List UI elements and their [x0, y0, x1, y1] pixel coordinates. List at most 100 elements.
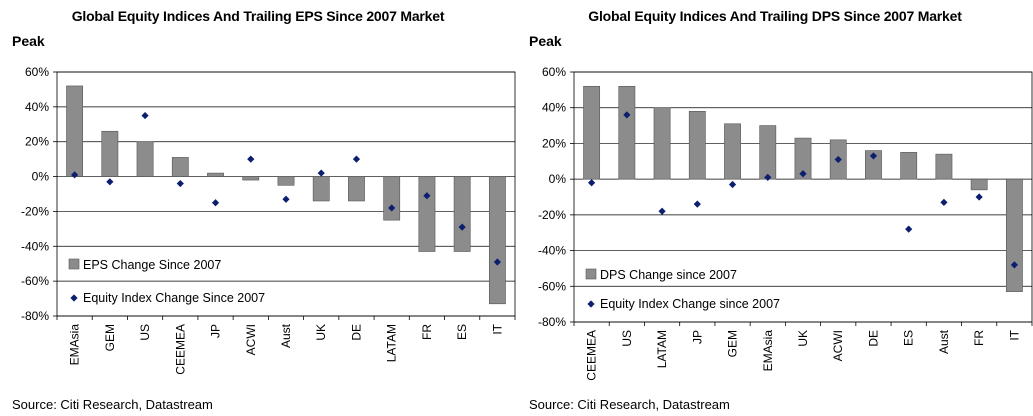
marker-point: [317, 169, 325, 177]
marker-point: [282, 195, 290, 203]
chart-title: Global Equity Indices And Trailing EPS S…: [71, 8, 445, 24]
y-tick-label: 0%: [549, 172, 567, 186]
marker-point: [588, 179, 596, 187]
eps-chart-panel: Global Equity Indices And Trailing EPS S…: [0, 0, 516, 416]
marker-point: [423, 192, 431, 200]
eps-chart-svg: 60% 40% 20% 0% -20% -40% -60% -80% EMAsia GEM US CE…: [21, 65, 516, 375]
chart-title-continued: Peak: [12, 33, 45, 49]
x-category-label: LATAM: [655, 330, 669, 368]
x-category-label: CEEMEA: [173, 324, 187, 375]
legend-marker-swatch: [587, 300, 595, 308]
bar: [794, 137, 812, 180]
legend-label-markers: Equity Index Change since 2007: [600, 297, 780, 311]
x-category-label: Aust: [937, 329, 951, 354]
y-tick-label: 20%: [25, 135, 49, 149]
plot-area: [56, 71, 516, 317]
x-category-label: UK: [796, 330, 810, 347]
bar: [348, 176, 365, 202]
x-category-label: CEEMEA: [585, 330, 599, 381]
legend-bar-swatch: [585, 268, 597, 280]
marker-point: [728, 180, 737, 189]
y-tick-label: 20%: [542, 136, 566, 150]
chart-source: Source: Citi Research, Datastream: [12, 397, 213, 412]
marker-point: [658, 207, 666, 215]
y-tick-label: -20%: [538, 208, 566, 222]
x-category-label: US: [138, 324, 152, 341]
y-tick-label: 40%: [542, 101, 566, 115]
marker-point: [693, 200, 701, 208]
y-tick-label: -40%: [21, 239, 49, 253]
bar: [171, 157, 189, 177]
y-tick-label: -80%: [538, 315, 566, 329]
legend-marker-swatch: [70, 294, 78, 302]
y-tick-label: 60%: [542, 65, 566, 79]
bar: [418, 176, 436, 252]
marker-point: [352, 155, 361, 163]
marker-point: [388, 204, 396, 212]
y-tick-label: -40%: [538, 244, 566, 258]
marker-point: [106, 178, 114, 186]
bar: [277, 176, 295, 186]
marker-point: [764, 173, 772, 181]
x-category-label: GEM: [103, 324, 117, 351]
x-category-label: IT: [1007, 329, 1021, 340]
dps-chart-svg: 60% 40% 20% 0% -20% -40% -60% -80% CEEMEA US LATAM…: [538, 65, 1033, 381]
x-category-label: EMAsia: [68, 324, 82, 366]
x-category-label: Aust: [279, 323, 293, 348]
marker-point: [247, 155, 255, 163]
bar: [1005, 178, 1023, 292]
x-category-label: FR: [972, 330, 986, 346]
y-tick-label: 40%: [25, 100, 49, 114]
bar: [207, 172, 224, 177]
y-tick-label: -60%: [538, 279, 566, 293]
x-category-label: JP: [690, 330, 704, 344]
x-category-label: ACWI: [831, 330, 845, 361]
bar: [453, 176, 471, 252]
marker-point: [799, 170, 807, 178]
x-category-label: UK: [314, 324, 328, 341]
bar: [101, 130, 119, 177]
bar: [865, 150, 882, 180]
x-category-label: ES: [455, 324, 469, 340]
bar: [488, 176, 506, 305]
marker-point: [834, 155, 842, 164]
x-category-label: DE: [349, 324, 363, 341]
chart-title: Global Equity Indices And Trailing DPS S…: [588, 8, 962, 24]
x-category-label: FR: [420, 324, 434, 340]
chart-source: Source: Citi Research, Datastream: [529, 397, 730, 412]
chart-title-continued: Peak: [529, 33, 562, 49]
x-category-label: US: [620, 330, 634, 347]
marker-point: [211, 199, 220, 207]
legend-bar-swatch: [68, 258, 80, 270]
bar: [653, 107, 671, 180]
bar: [618, 85, 636, 180]
x-category-label: DE: [866, 330, 880, 347]
bar: [724, 123, 741, 180]
legend-label-bars: DPS Change since 2007: [600, 268, 737, 282]
y-tick-label: 60%: [25, 65, 49, 79]
x-category-label: JP: [209, 324, 223, 338]
marker-point: [493, 258, 501, 266]
legend-label-bars: EPS Change Since 2007: [83, 258, 221, 272]
marker-point: [940, 198, 948, 206]
x-category-label: ACWI: [244, 324, 258, 355]
bar: [66, 85, 84, 177]
x-category-label: IT: [490, 323, 504, 334]
marker-point: [1010, 261, 1018, 269]
y-tick-label: -20%: [21, 204, 49, 218]
y-tick-label: 0%: [32, 170, 50, 184]
marker-point: [869, 152, 878, 160]
bar: [688, 110, 706, 180]
bar: [136, 141, 154, 177]
plot-area: [573, 71, 1033, 323]
bar: [583, 85, 601, 180]
bar: [312, 176, 330, 202]
bar: [242, 176, 260, 181]
bar: [383, 176, 401, 221]
x-category-label: GEM: [726, 330, 740, 357]
marker-point: [458, 223, 466, 231]
marker-point: [141, 111, 149, 120]
dps-chart-panel: Global Equity Indices And Trailing DPS S…: [517, 0, 1033, 416]
bar: [900, 152, 918, 180]
bar: [970, 178, 988, 191]
